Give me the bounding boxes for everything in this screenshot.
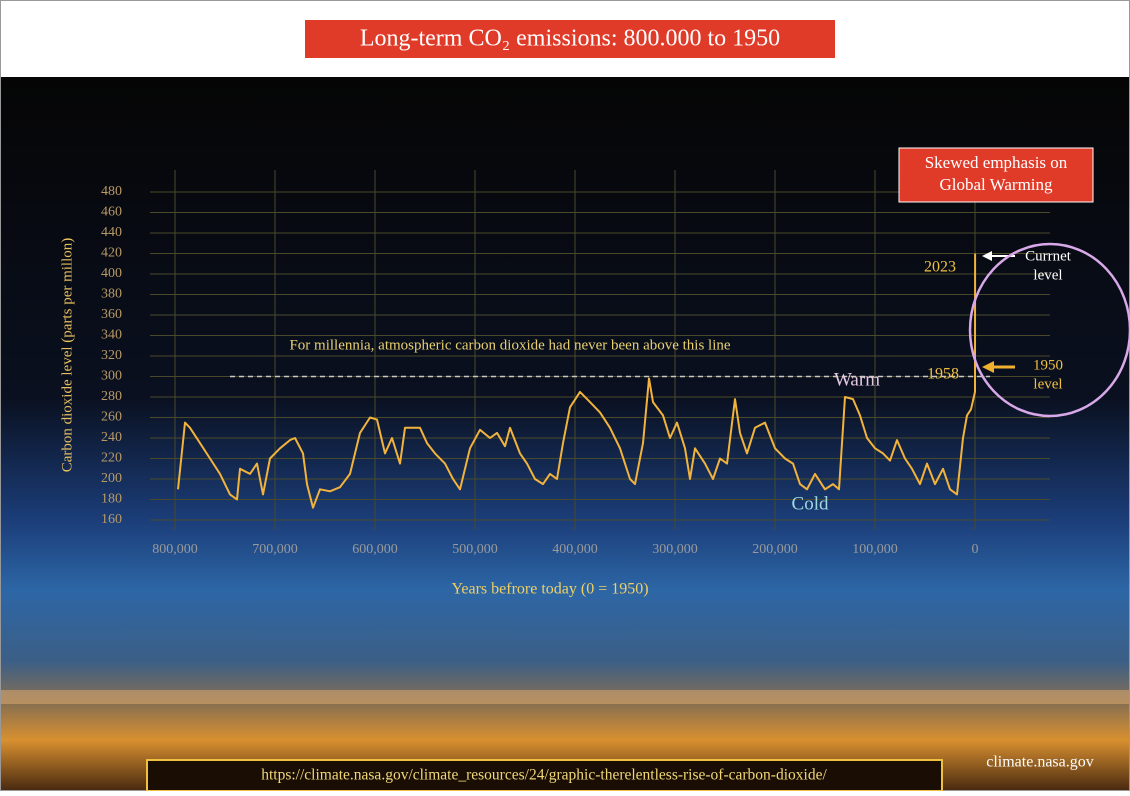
x-tick-label: 0: [972, 542, 979, 557]
chart-title: Long-term CO₂ emissions: 800.000 to 1950: [360, 26, 780, 52]
y-tick-label: 180: [101, 492, 122, 507]
y-tick-label: 420: [101, 246, 122, 261]
emphasis-text: Global Warming: [939, 175, 1053, 194]
y-tick-label: 480: [101, 184, 122, 199]
x-tick-label: 400,000: [552, 542, 598, 557]
annotation-1958: 1958: [927, 366, 959, 383]
annotation-2023: 2023: [924, 259, 956, 276]
y-axis-label: Carbon dioxide level (parts per millon): [59, 238, 75, 473]
x-tick-label: 600,000: [352, 542, 398, 557]
y-tick-label: 400: [101, 266, 122, 281]
annotation-warm: Warm: [834, 369, 880, 390]
horizon-glow: [0, 690, 1130, 704]
x-tick-label: 700,000: [252, 542, 298, 557]
y-tick-label: 200: [101, 471, 122, 486]
chart: Long-term CO₂ emissions: 800.000 to 1950…: [0, 0, 1130, 791]
y-tick-label: 280: [101, 389, 122, 404]
y-tick-label: 340: [101, 328, 122, 343]
y-tick-label: 300: [101, 369, 122, 384]
emphasis-text: Skewed emphasis on: [925, 153, 1068, 172]
source: climate.nasa.gov: [986, 754, 1094, 771]
y-tick-label: 240: [101, 430, 122, 445]
y-tick-label: 380: [101, 287, 122, 302]
annotation-current: Currnet: [1025, 248, 1072, 264]
annotation-1950: 1950: [1033, 357, 1063, 373]
x-tick-label: 500,000: [452, 542, 498, 557]
y-tick-label: 260: [101, 410, 122, 425]
y-tick-label: 160: [101, 512, 122, 527]
y-tick-label: 360: [101, 307, 122, 322]
y-tick-label: 220: [101, 451, 122, 466]
annotation-1950: level: [1033, 376, 1062, 392]
y-tick-label: 460: [101, 205, 122, 220]
x-tick-label: 100,000: [852, 542, 898, 557]
reference-label: For millennia, atmospheric carbon dioxid…: [289, 337, 730, 353]
annotation-cold: Cold: [792, 493, 829, 514]
x-tick-label: 800,000: [152, 542, 198, 557]
y-tick-label: 440: [101, 225, 122, 240]
x-axis-label: Years befrore today (0 = 1950): [451, 581, 648, 598]
x-tick-label: 200,000: [752, 542, 798, 557]
annotation-current: level: [1033, 267, 1062, 283]
y-tick-label: 320: [101, 348, 122, 363]
x-tick-label: 300,000: [652, 542, 698, 557]
source-url: https://climate.nasa.gov/climate_resourc…: [261, 767, 827, 784]
